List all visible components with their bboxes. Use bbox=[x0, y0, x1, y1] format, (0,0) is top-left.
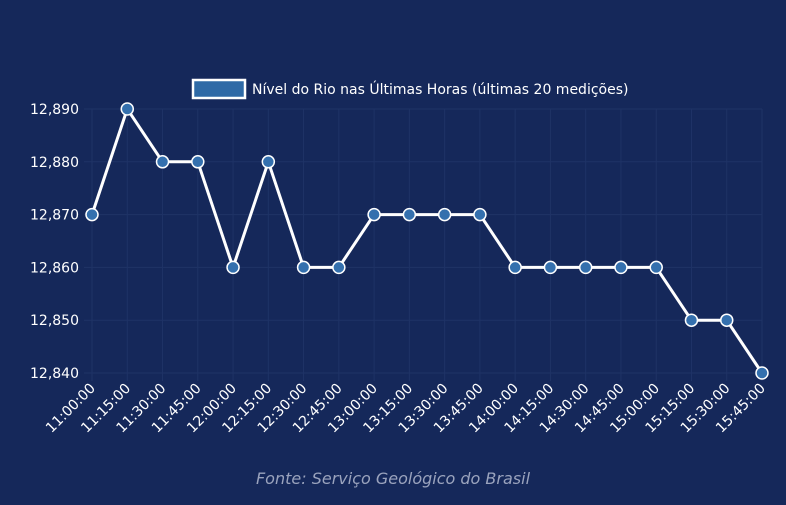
legend[interactable]: Nível do Rio nas Últimas Horas (últimas … bbox=[191, 78, 628, 100]
data-point[interactable] bbox=[191, 155, 205, 169]
y-tick-label: 12,880 bbox=[30, 155, 79, 171]
data-point[interactable] bbox=[226, 260, 240, 275]
legend-swatch[interactable] bbox=[191, 78, 247, 100]
data-point[interactable] bbox=[755, 366, 769, 380]
data-point[interactable] bbox=[402, 207, 417, 222]
data-point[interactable] bbox=[296, 260, 311, 275]
legend-label[interactable]: Nível do Rio nas Últimas Horas (últimas … bbox=[252, 80, 628, 98]
data-point[interactable] bbox=[367, 207, 381, 222]
source-note: Fonte: Serviço Geológico do Brasil bbox=[255, 469, 531, 488]
data-point[interactable] bbox=[719, 313, 734, 327]
data-point[interactable] bbox=[261, 155, 276, 169]
data-point[interactable] bbox=[684, 313, 699, 327]
data-point[interactable] bbox=[543, 260, 558, 275]
series bbox=[85, 102, 769, 380]
data-point[interactable] bbox=[578, 260, 593, 275]
data-point[interactable] bbox=[508, 260, 522, 275]
data-point[interactable] bbox=[332, 260, 346, 275]
data-point[interactable] bbox=[614, 260, 628, 275]
data-point[interactable] bbox=[649, 260, 663, 275]
data-point[interactable] bbox=[437, 207, 452, 222]
y-tick-label: 12,860 bbox=[30, 260, 79, 276]
data-point[interactable] bbox=[85, 207, 99, 222]
grid bbox=[84, 108, 763, 381]
data-point[interactable] bbox=[155, 155, 170, 169]
data-point[interactable] bbox=[120, 102, 135, 116]
y-tick-label: 12,870 bbox=[30, 208, 79, 224]
y-tick-label: 12,890 bbox=[30, 102, 79, 118]
y-tick-label: 12,850 bbox=[30, 313, 79, 329]
series-line bbox=[90, 107, 764, 374]
y-tick-label: 12,840 bbox=[30, 366, 79, 382]
data-point[interactable] bbox=[473, 207, 487, 222]
